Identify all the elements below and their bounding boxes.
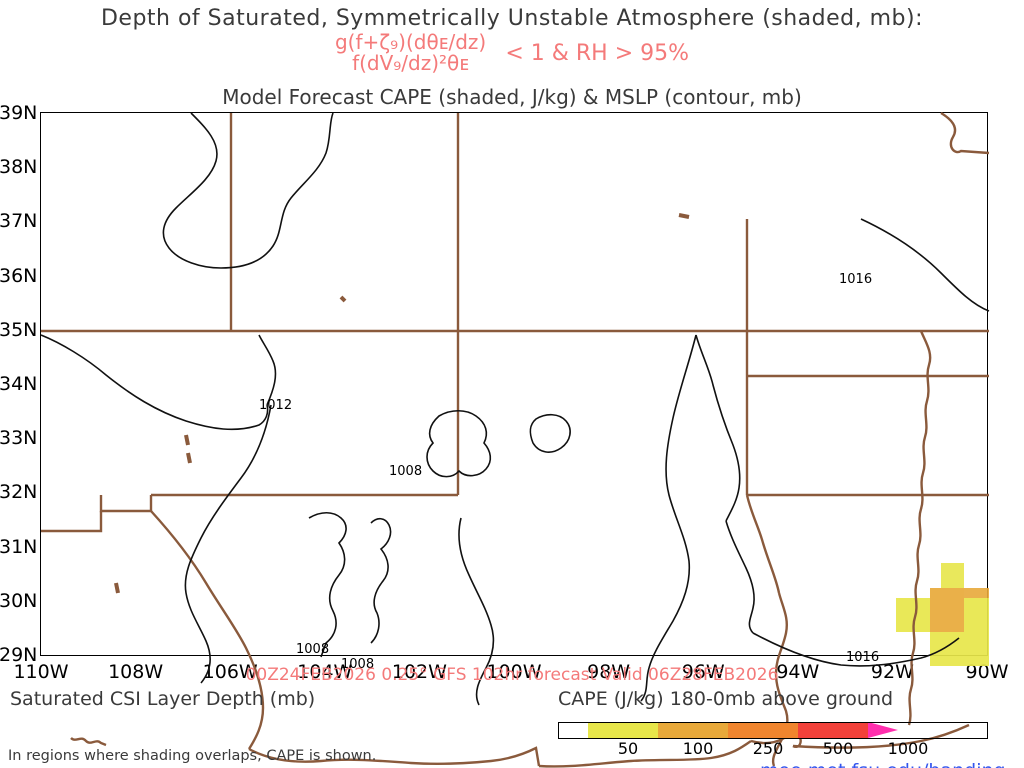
y-tick-label-32N: 32N <box>0 481 37 503</box>
cape-patch <box>964 588 989 598</box>
colorbar-segment-100-250 <box>658 722 728 739</box>
cape-patch <box>941 563 964 588</box>
map-svg-overlay: 1012 1008 1008 1008 1016 1016 <box>41 113 989 657</box>
formula-fraction: g(f+ζ₉)(dθᴇ/dz) f(dV₉/dz)²θᴇ <box>335 32 486 74</box>
cape-patch <box>964 598 989 666</box>
colorbar-tick-50: 50 <box>618 739 638 758</box>
colorbar-tick-250: 250 <box>753 739 784 758</box>
contour-label-1016-b: 1016 <box>846 650 879 665</box>
y-tick-label-30N: 30N <box>0 590 37 612</box>
map-plot-area[interactable]: 39N 38N 37N 36N 35N 34N 33N 32N 31N 30N … <box>40 112 988 656</box>
contour-label-1008-b: 1008 <box>296 642 329 657</box>
colorbar-segment-250-500 <box>728 722 798 739</box>
colorbar-widget[interactable]: 50 100 250 500 1000 <box>558 722 988 759</box>
contour-label-1016-a: 1016 <box>839 272 872 287</box>
colorbar-tip-left <box>558 722 588 738</box>
y-tick-label-37N: 37N <box>0 210 37 232</box>
colorbar-gradient <box>558 722 988 739</box>
formula-block: g(f+ζ₉)(dθᴇ/dz) f(dV₉/dz)²θᴇ < 1 & RH > … <box>0 32 1024 74</box>
valid-forecast-text: 00Z24FEB2026 0.25° GFS 102hr forecast Va… <box>0 665 1024 685</box>
y-tick-label-34N: 34N <box>0 373 37 395</box>
colorbar-segment-50-100 <box>588 722 658 739</box>
overlap-note: In regions where shading overlaps, CAPE … <box>8 748 376 764</box>
y-tick-label-36N: 36N <box>0 265 37 287</box>
colorbar-ticks: 50 100 250 500 1000 <box>558 739 988 759</box>
source-link[interactable]: moe.met.fsu.edu/banding <box>760 760 1006 768</box>
colorbar-tick-1000: 1000 <box>888 739 929 758</box>
page-title-line1: Depth of Saturated, Symmetrically Unstab… <box>0 6 1024 31</box>
contour-label-1008-a: 1008 <box>389 464 422 479</box>
cape-shading-group <box>896 563 989 666</box>
colorbar-tick-500: 500 <box>823 739 854 758</box>
formula-condition: < 1 & RH > 95% <box>505 41 689 66</box>
mslp-contour-lines <box>41 113 989 705</box>
y-tick-label-33N: 33N <box>0 427 37 449</box>
colorbar-segment-500-1000 <box>798 722 868 739</box>
y-tick-label-35N: 35N <box>0 319 37 341</box>
y-tick-label-31N: 31N <box>0 536 37 558</box>
formula-numerator: g(f+ζ₉)(dθᴇ/dz) <box>335 32 486 53</box>
cape-patch <box>930 632 964 666</box>
formula-denominator: f(dV₉/dz)²θᴇ <box>335 53 486 74</box>
colorbar-tip-right <box>868 722 898 738</box>
caption-right-label: CAPE (J/kg) 180-0mb above ground <box>558 688 893 710</box>
y-tick-label-38N: 38N <box>0 156 37 178</box>
colorbar-tick-100: 100 <box>683 739 714 758</box>
y-tick-label-39N: 39N <box>0 102 37 124</box>
page-title-line2: Model Forecast CAPE (shaded, J/kg) & MSL… <box>0 85 1024 109</box>
contour-label-1012: 1012 <box>259 398 292 413</box>
cape-patch <box>930 588 964 632</box>
weather-map-page: Depth of Saturated, Symmetrically Unstab… <box>0 0 1024 768</box>
caption-left-label: Saturated CSI Layer Depth (mb) <box>10 688 315 710</box>
